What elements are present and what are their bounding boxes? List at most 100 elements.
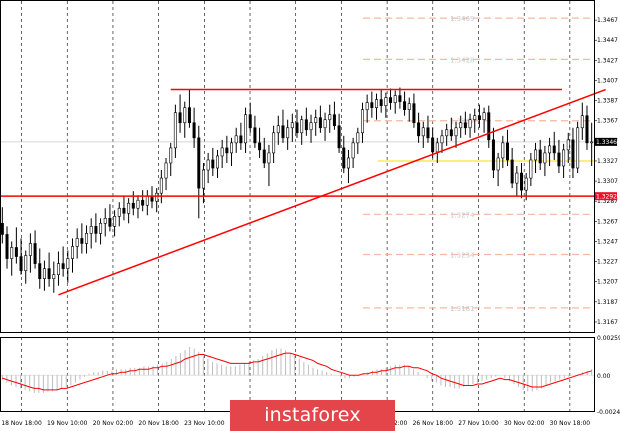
- candle-body: [258, 142, 262, 151]
- candle-body: [80, 238, 84, 244]
- candle-body: [145, 195, 149, 206]
- candle-body: [431, 137, 435, 153]
- candle-body: [85, 233, 89, 244]
- y-tick-label: 1.3327: [597, 158, 618, 165]
- candle-body: [323, 119, 327, 129]
- candle-body: [304, 119, 308, 131]
- candle-body: [407, 103, 411, 110]
- candle-body: [28, 243, 32, 256]
- candle-body: [19, 256, 23, 271]
- oscillator-panel: [0, 347, 594, 393]
- candle-body: [192, 122, 196, 139]
- candle-body: [61, 263, 65, 269]
- y-tick-label: 1.3287: [597, 198, 618, 205]
- y-tick-label: 1.3387: [597, 98, 618, 105]
- candle-body: [370, 102, 374, 108]
- candle-body: [524, 177, 528, 191]
- x-tick-label: 18 Nov 18:00: [1, 420, 42, 427]
- candle-body: [440, 135, 444, 144]
- candle-body: [272, 132, 276, 154]
- y-tick-label: 1.3207: [597, 279, 618, 286]
- candle-body: [389, 97, 393, 103]
- support-price-tag: 1.3292: [596, 193, 617, 200]
- candle-body: [286, 127, 290, 139]
- candle-body: [127, 202, 131, 214]
- oscillator-tick-label: 0.00: [597, 373, 611, 380]
- candle-body: [580, 115, 584, 129]
- candle-body: [47, 268, 51, 279]
- x-tick-label: 27 Nov 10:00: [458, 420, 499, 427]
- candle-body: [56, 263, 60, 275]
- price-panel: 1.3469 1.3428 1.3367 1.3274 1.3234 1.3181: [0, 15, 606, 313]
- y-tick-label: 1.3167: [597, 319, 618, 326]
- candle-body: [230, 142, 234, 154]
- y-tick-label: 1.3187: [597, 299, 618, 306]
- chart-grid: [21, 1, 571, 411]
- candle-body: [173, 112, 177, 149]
- x-tick-label: 19 Nov 10:00: [47, 420, 88, 427]
- candle-body: [70, 246, 74, 259]
- candle-body: [510, 159, 514, 184]
- fib-level-label: 1.3234: [450, 252, 475, 260]
- support-price-tag-bg: [595, 192, 617, 201]
- candle-body: [0, 223, 4, 235]
- candle-body: [164, 162, 168, 179]
- candle-body: [529, 159, 533, 179]
- x-tick-label: 23 Nov 10:00: [184, 420, 225, 427]
- candle-body: [33, 243, 37, 264]
- candle-body: [534, 149, 538, 161]
- candle-body: [187, 107, 191, 124]
- candle-body: [403, 101, 407, 110]
- candle-body: [113, 216, 117, 227]
- candle-body: [496, 157, 500, 171]
- candle-body: [295, 122, 299, 134]
- candle-body: [141, 199, 145, 206]
- y-tick-label: 1.3267: [597, 218, 618, 225]
- candle-body: [300, 119, 304, 134]
- signal-line: [2, 352, 592, 391]
- candle-body: [239, 135, 243, 144]
- current-price-tag-bg: [595, 137, 617, 146]
- candle-body: [276, 125, 280, 134]
- candle-body: [248, 114, 252, 129]
- y-tick-label: 1.3227: [597, 259, 618, 266]
- current-price-tag: 1.3346: [596, 139, 617, 146]
- candle-body: [365, 102, 369, 110]
- candle-body: [337, 125, 341, 149]
- candle-body: [421, 127, 425, 137]
- candle-body: [117, 207, 121, 217]
- candle-body: [332, 114, 336, 127]
- candle-body: [477, 115, 481, 121]
- candle-body: [501, 142, 505, 159]
- candle-body: [417, 122, 421, 137]
- candle-body: [454, 127, 458, 137]
- candle-body: [24, 255, 28, 271]
- candle-body: [159, 177, 163, 194]
- x-tick-label: 20 Nov 02:00: [93, 420, 134, 427]
- candle-body: [220, 147, 224, 157]
- x-tick-label: 30 Nov 18:00: [550, 420, 591, 427]
- candle-body: [379, 99, 383, 106]
- candle-body: [136, 199, 140, 209]
- candle-body: [211, 159, 215, 169]
- candle-body: [197, 137, 201, 189]
- fib-level-label: 1.3469: [450, 15, 475, 23]
- y-tick-label: 1.3367: [597, 118, 618, 125]
- candle-body: [309, 122, 313, 131]
- candle-body: [215, 155, 219, 169]
- x-tick-label: 30 Nov 02:00: [504, 420, 545, 427]
- instaforex-watermark: instaforex: [230, 400, 395, 431]
- candle-body: [566, 139, 570, 151]
- candle-body: [108, 218, 112, 227]
- candle-body: [562, 149, 566, 167]
- candle-body: [89, 226, 93, 234]
- candle-body: [253, 127, 257, 144]
- y-tick-label: 1.3407: [597, 77, 618, 84]
- candle-body: [42, 268, 46, 279]
- candle-body: [590, 141, 594, 144]
- candle-body: [150, 195, 154, 202]
- fib-level-label: 1.3428: [450, 56, 475, 64]
- candle-body: [548, 145, 552, 154]
- candle-body: [10, 247, 14, 259]
- candle-body: [473, 115, 477, 121]
